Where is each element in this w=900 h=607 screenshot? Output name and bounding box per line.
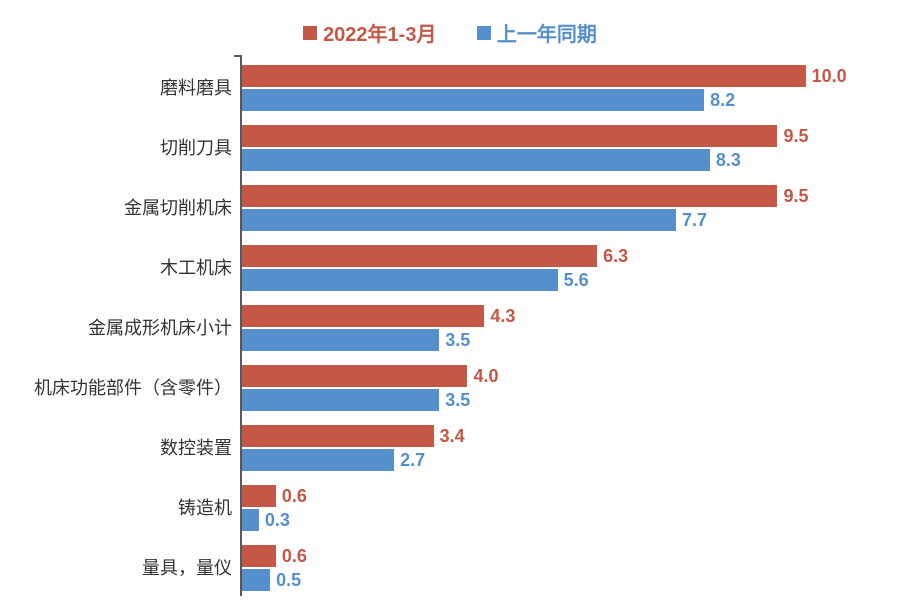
bar-group: 9.57.7金属切削机床 <box>242 185 862 231</box>
bar-series2 <box>242 209 676 231</box>
bar-series1 <box>242 125 777 147</box>
legend-swatch-series2 <box>477 26 491 40</box>
bar-series1 <box>242 425 434 447</box>
category-label: 磨料磨具 <box>7 77 232 99</box>
bar-series1 <box>242 245 597 267</box>
value-label-series2: 7.7 <box>676 209 707 231</box>
category-label: 木工机床 <box>7 257 232 279</box>
legend-label-series2: 上一年同期 <box>497 18 597 47</box>
chart-legend: 2022年1-3月 上一年同期 <box>0 18 900 47</box>
bar-series1 <box>242 65 806 87</box>
legend-item-series1: 2022年1-3月 <box>303 18 436 47</box>
value-label-series2: 3.5 <box>439 389 470 411</box>
value-label-series1: 10.0 <box>806 65 847 87</box>
value-label-series1: 3.4 <box>434 425 465 447</box>
bar-series2 <box>242 509 259 531</box>
bar-group: 4.03.5机床功能部件（含零件） <box>242 365 862 411</box>
plot-area: 10.08.2磨料磨具9.58.3切削刀具9.57.7金属切削机床6.35.6木… <box>240 56 862 596</box>
category-label: 数控装置 <box>7 437 232 459</box>
bar-group: 0.60.5量具，量仪 <box>242 545 862 591</box>
horizontal-bar-chart: 2022年1-3月 上一年同期 10.0 8.2 磨料磨具 9.5 8.3 切削刀具 9.5… <box>0 0 900 607</box>
value-label-series2: 2.7 <box>394 449 425 471</box>
value-label-series1: 4.0 <box>467 365 498 387</box>
legend-item-series2: 上一年同期 <box>477 18 597 47</box>
category-label: 切削刀具 <box>7 137 232 159</box>
value-label-series2: 3.5 <box>439 329 470 351</box>
bar-group: 10.08.2磨料磨具 <box>242 65 862 111</box>
value-label-series2: 0.5 <box>270 569 301 591</box>
bar-series2 <box>242 149 710 171</box>
value-label-series1: 9.5 <box>777 185 808 207</box>
value-label-series1: 0.6 <box>276 545 307 567</box>
bar-series1 <box>242 185 777 207</box>
bar-series1 <box>242 485 276 507</box>
bar-group: 3.42.7数控装置 <box>242 425 862 471</box>
bar-series1 <box>242 545 276 567</box>
value-label-series2: 5.6 <box>558 269 589 291</box>
bar-series2 <box>242 449 394 471</box>
bar-series1 <box>242 305 484 327</box>
bar-series2 <box>242 269 558 291</box>
value-label-series2: 8.3 <box>710 149 741 171</box>
bar-group: 9.58.3切削刀具 <box>242 125 862 171</box>
bar-series2 <box>242 329 439 351</box>
category-label: 金属切削机床 <box>7 197 232 219</box>
bar-series2 <box>242 569 270 591</box>
value-label-series2: 0.3 <box>259 509 290 531</box>
category-label: 机床功能部件（含零件） <box>7 377 232 399</box>
category-label: 量具，量仪 <box>7 557 232 579</box>
bar-series2 <box>242 389 439 411</box>
legend-label-series1: 2022年1-3月 <box>323 18 436 47</box>
value-label-series1: 9.5 <box>777 125 808 147</box>
value-label-series1: 6.3 <box>597 245 628 267</box>
bar-group: 6.35.6木工机床 <box>242 245 862 291</box>
value-label-series1: 4.3 <box>484 305 515 327</box>
bar-series2 <box>242 89 704 111</box>
bar-group: 4.33.5金属成形机床小计 <box>242 305 862 351</box>
bar-series1 <box>242 365 467 387</box>
axis-top-tick <box>234 55 242 57</box>
value-label-series2: 8.2 <box>704 89 735 111</box>
legend-swatch-series1 <box>303 26 317 40</box>
bar-group: 0.60.3铸造机 <box>242 485 862 531</box>
category-label: 金属成形机床小计 <box>7 317 232 339</box>
category-label: 铸造机 <box>7 497 232 519</box>
value-label-series1: 0.6 <box>276 485 307 507</box>
